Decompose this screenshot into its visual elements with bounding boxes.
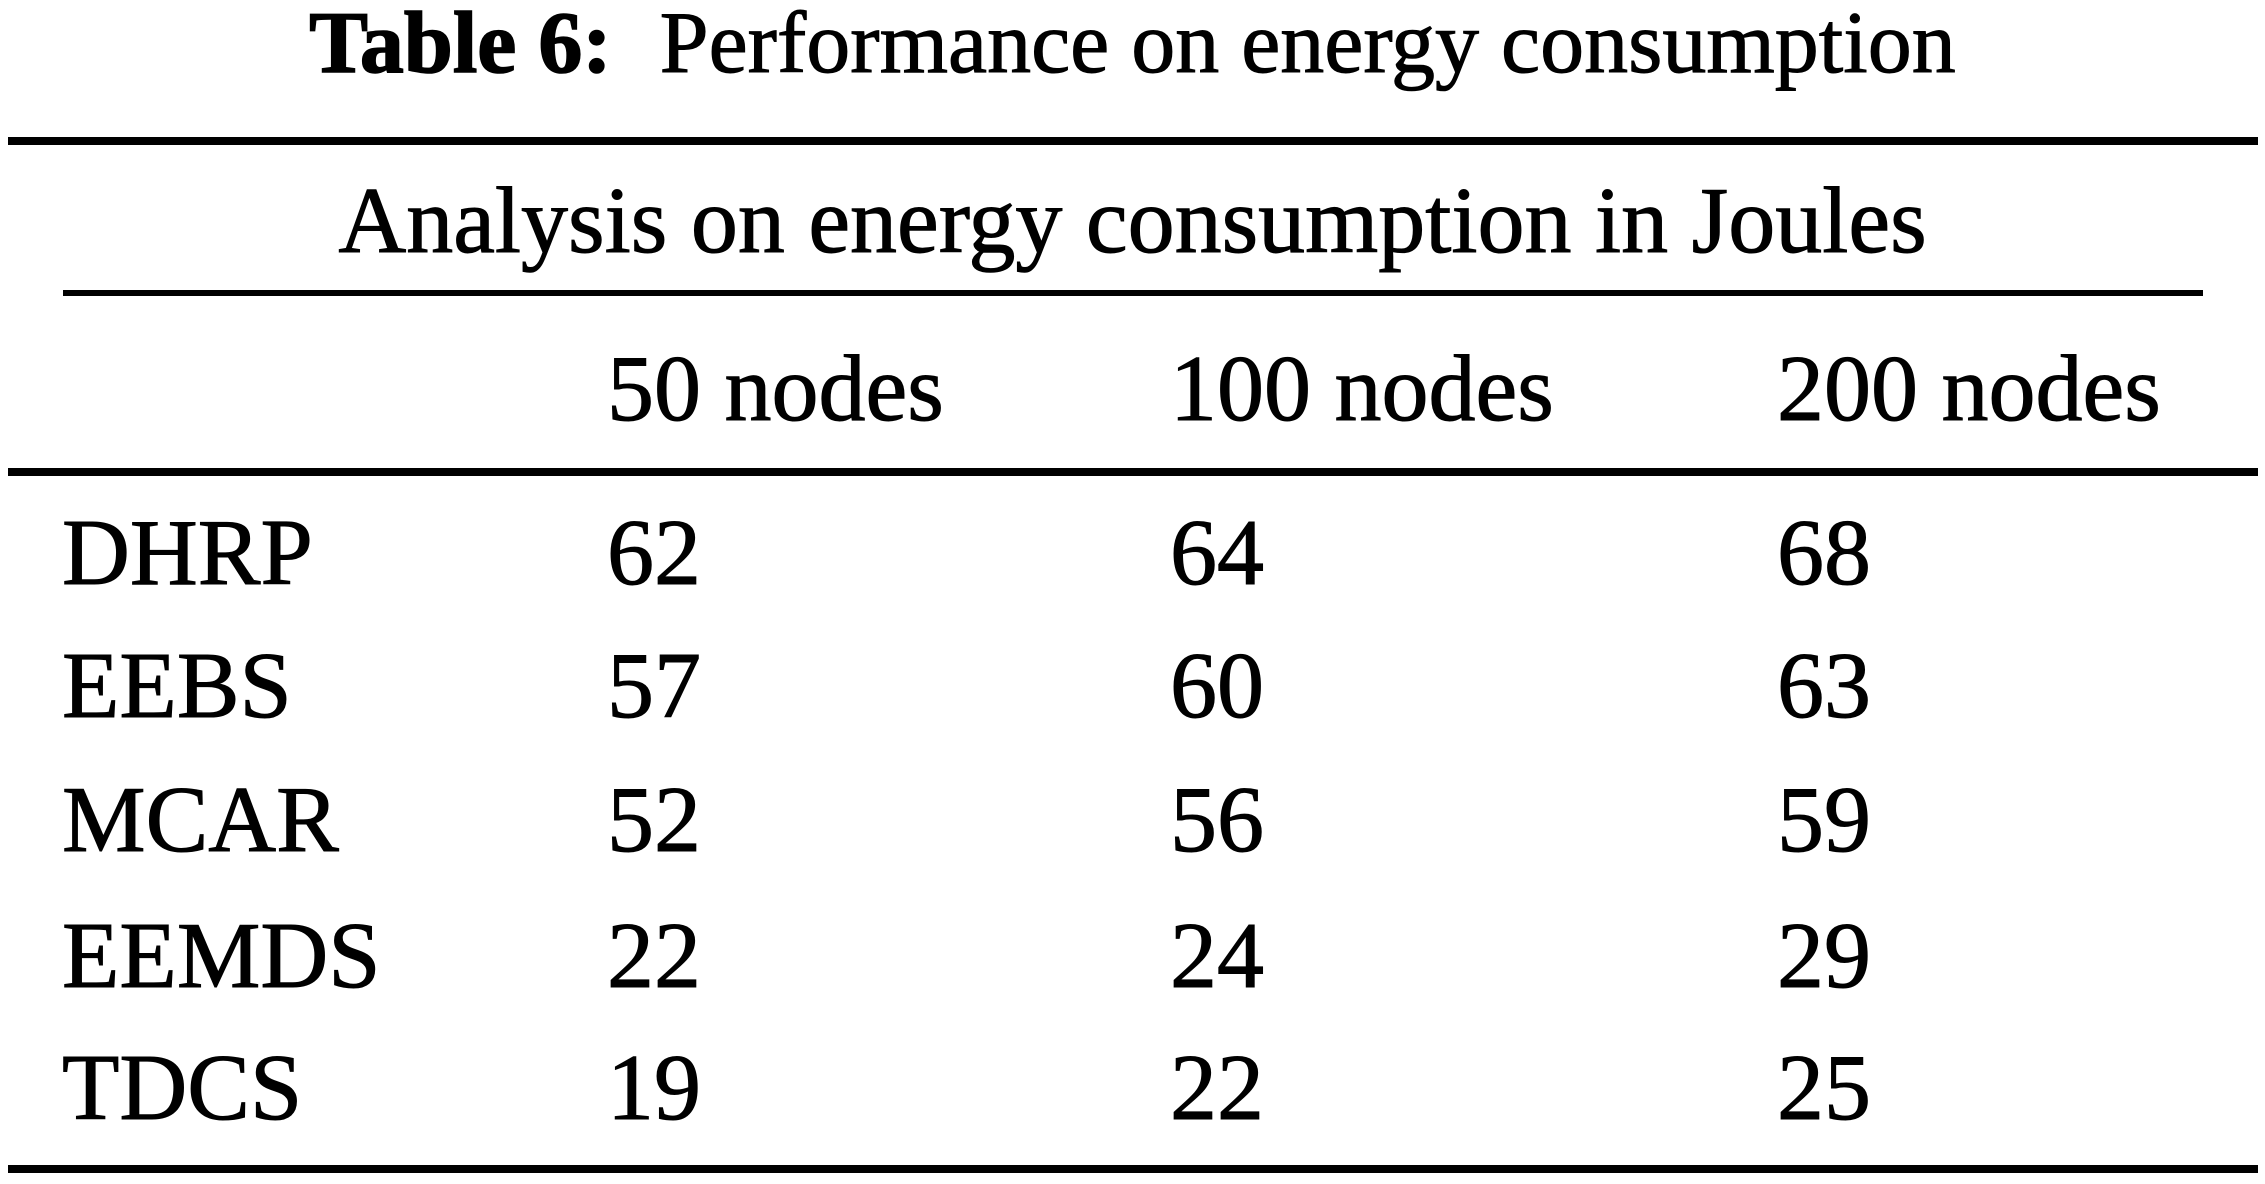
- table-caption-number: Table 6:: [308, 0, 612, 92]
- header-row: 50 nodes 100 nodes 200 nodes: [0, 342, 2265, 442]
- cell-mcar-50: 52: [607, 768, 702, 872]
- table-row: EEBS 57 60 63: [0, 639, 2265, 739]
- column-header-50-nodes: 50 nodes: [607, 337, 945, 441]
- table-row: DHRP 62 64 68: [0, 506, 2265, 606]
- row-label-tdcs: TDCS: [61, 1036, 303, 1140]
- row-label-eebs: EEBS: [62, 634, 293, 738]
- cell-eemds-200: 29: [1777, 904, 1872, 1008]
- cell-dhrp-100: 64: [1170, 501, 1265, 605]
- table-caption: Table 6: Performance on energy consumptio…: [0, 0, 2265, 88]
- top-rule: [8, 137, 2258, 145]
- row-label-mcar: MCAR: [62, 768, 340, 872]
- bottom-rule: [8, 1165, 2258, 1173]
- cell-eebs-50: 57: [607, 634, 702, 738]
- row-label-eemds: EEMDS: [62, 904, 382, 1008]
- table-row: MCAR 52 56 59: [0, 773, 2265, 873]
- table-row: EEMDS 22 24 29: [0, 909, 2265, 1009]
- table-caption-title: Performance on energy consumption: [659, 0, 1956, 92]
- cell-dhrp-50: 62: [607, 501, 702, 605]
- cell-eemds-100: 24: [1170, 904, 1265, 1008]
- subtitle-rule: [63, 290, 2203, 296]
- cell-tdcs-200: 25: [1777, 1036, 1872, 1140]
- table-subtitle: Analysis on energy consumption in Joules: [338, 169, 1927, 273]
- cell-eebs-200: 63: [1777, 634, 1872, 738]
- column-header-100-nodes: 100 nodes: [1170, 337, 1555, 441]
- header-rule: [8, 468, 2258, 476]
- row-label-dhrp: DHRP: [62, 501, 314, 605]
- cell-tdcs-100: 22: [1170, 1036, 1265, 1140]
- column-header-200-nodes: 200 nodes: [1777, 337, 2162, 441]
- cell-eebs-100: 60: [1170, 634, 1265, 738]
- cell-mcar-200: 59: [1777, 768, 1872, 872]
- table-row: TDCS 19 22 25: [0, 1041, 2265, 1141]
- cell-tdcs-50: 19: [607, 1036, 702, 1140]
- cell-eemds-50: 22: [607, 904, 702, 1008]
- cell-mcar-100: 56: [1170, 768, 1265, 872]
- cell-dhrp-200: 68: [1777, 501, 1872, 605]
